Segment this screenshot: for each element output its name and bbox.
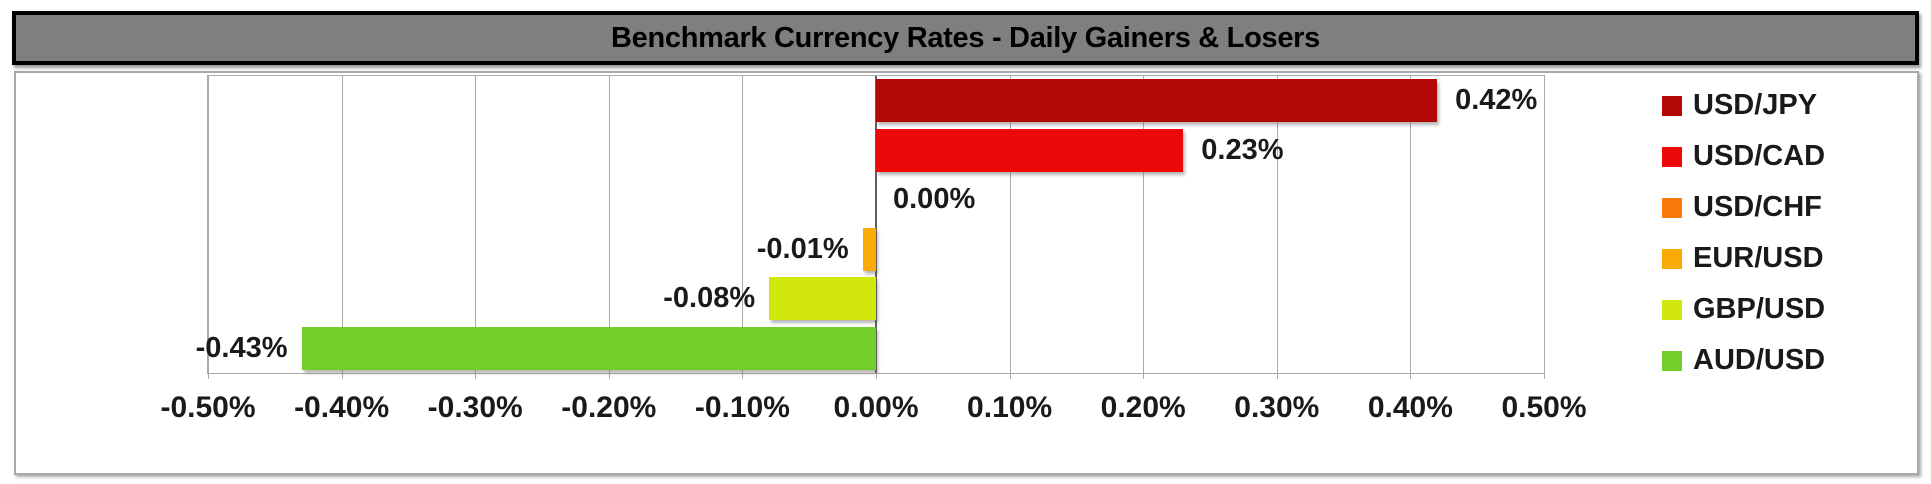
legend-swatch-eur-usd [1662,248,1682,269]
legend-swatch-usd-chf [1662,197,1682,218]
legend-item-usd-chf: USD/CHF [1662,182,1825,233]
legend-item-eur-usd: EUR/USD [1662,233,1825,284]
legend-label: USD/CHF [1693,191,1822,223]
legend-item-gbp-usd: GBP/USD [1662,284,1825,335]
bar-value-label-eur-usd: -0.01% [756,232,849,265]
legend-item-usd-jpy: USD/JPY [1662,80,1825,131]
chart-title-bar: Benchmark Currency Rates - Daily Gainers… [12,11,1919,65]
bar-aud-usd [301,326,876,370]
bar-gbp-usd [769,277,876,321]
chart-area: 0.42% 0.23% 0.00% -0.01% -0.08% -0.43% -0.50%… [14,71,1919,475]
x-tick-label: -0.50% [160,391,256,424]
bar-value-label-usd-chf: 0.00% [893,183,976,216]
axis-tick-mark [341,374,343,379]
legend-label: USD/CAD [1693,140,1826,172]
gridline [475,76,477,373]
axis-tick-mark [1276,374,1278,379]
bar-usd-jpy [876,79,1438,123]
axis-tick-mark [208,374,209,379]
gridline [1544,76,1545,373]
legend-swatch-usd-cad [1662,146,1682,167]
axis-tick-mark [608,374,610,379]
bar-value-label-gbp-usd: -0.08% [663,282,756,315]
axis-tick-mark [475,374,477,379]
legend-label: USD/JPY [1693,89,1818,121]
legend-swatch-gbp-usd [1662,299,1682,320]
x-axis-ticks: -0.50% -0.40% -0.30% -0.20% -0.10% 0.00% 0.10%… [160,391,1586,431]
bar-value-label-usd-cad: 0.23% [1201,133,1284,166]
legend-label: AUD/USD [1693,344,1826,376]
x-tick-label: 0.10% [967,391,1053,424]
legend-item-aud-usd: AUD/USD [1662,335,1825,386]
axis-tick-mark [1009,374,1011,379]
legend-swatch-aud-usd [1662,350,1682,371]
gridline [742,76,744,373]
legend-item-usd-cad: USD/CAD [1662,131,1825,182]
legend-label: EUR/USD [1693,242,1824,274]
plot-area: 0.42% 0.23% 0.00% -0.01% -0.08% -0.43% [196,75,1545,379]
x-tick-label: 0.50% [1501,391,1587,424]
gridline [1410,76,1412,373]
gridline [341,76,343,373]
bar-usd-cad [876,128,1184,172]
gridline [1143,76,1145,373]
x-tick-label: 0.40% [1367,391,1453,424]
axis-tick-mark [1410,374,1412,379]
axis-tick-mark [742,374,744,379]
legend-label: GBP/USD [1693,293,1826,325]
legend: USD/JPY USD/CAD USD/CHF EUR/USD GBP/USD AUD/U… [1662,80,1825,386]
x-tick-label: 0.20% [1100,391,1186,424]
bar-value-label-aud-usd: -0.43% [195,331,288,364]
axis-tick-mark [1143,374,1145,379]
axis-tick-mark [876,374,877,379]
gridline [1009,76,1011,373]
x-tick-label: -0.30% [427,391,523,424]
bar-eur-usd [862,227,876,271]
bar-value-label-usd-jpy: 0.42% [1455,84,1538,117]
zero-axis-line [875,76,877,373]
x-tick-label: -0.40% [294,391,390,424]
chart-title: Benchmark Currency Rates - Daily Gainers… [611,21,1320,54]
axis-tick-mark [1544,374,1545,379]
gridline [208,76,209,373]
gridline [1276,76,1278,373]
x-tick-label: -0.10% [694,391,790,424]
legend-swatch-usd-jpy [1662,95,1682,116]
gridline [608,76,610,373]
x-tick-label: -0.20% [561,391,657,424]
x-tick-label: 0.30% [1234,391,1320,424]
x-tick-label: 0.00% [833,391,919,424]
